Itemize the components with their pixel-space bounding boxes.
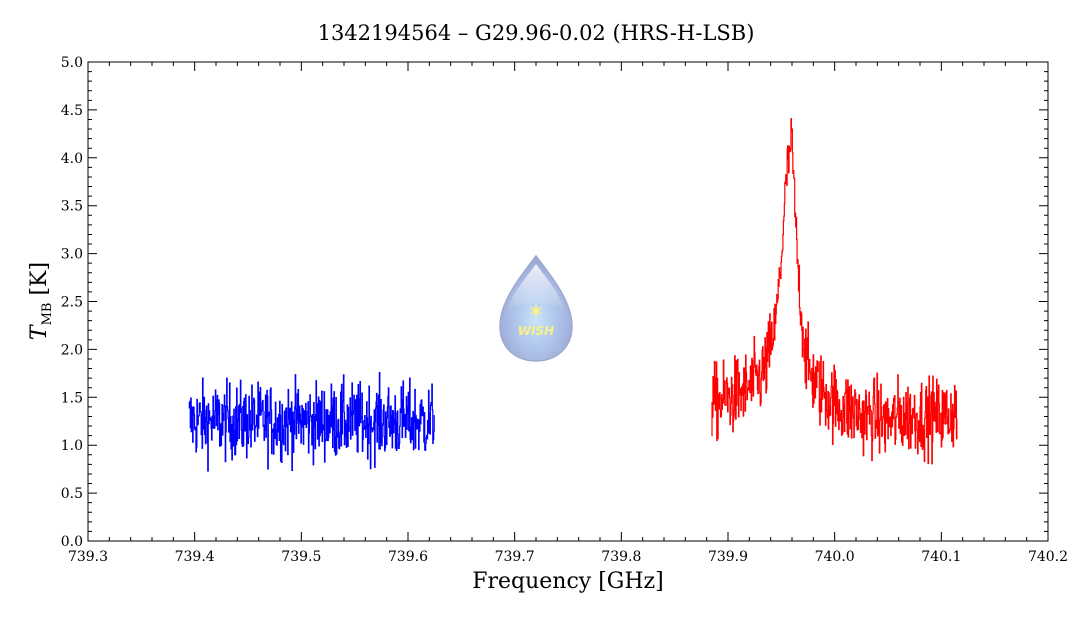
chart-title: 1342194564 – G29.96-0.02 (HRS-H-LSB) <box>318 21 755 45</box>
logo-text: WISH <box>518 324 554 338</box>
x-tick-label: 739.6 <box>388 549 428 565</box>
x-tick-label: 740.1 <box>921 549 961 565</box>
x-tick-label: 739.9 <box>708 549 748 565</box>
series-layer <box>188 118 958 472</box>
x-tick-label: 739.7 <box>495 549 535 565</box>
water-drop-icon <box>499 254 573 362</box>
y-tick-label: 3.0 <box>61 247 83 263</box>
x-tick-label: 739.3 <box>68 549 108 565</box>
y-axis-label: TMB [K] <box>27 262 55 340</box>
axis-ticks <box>87 61 1049 542</box>
y-axis-label-subscript: MB <box>40 303 55 326</box>
y-tick-label: 5.0 <box>61 55 83 71</box>
x-tick-label: 739.5 <box>281 549 321 565</box>
y-tick-label: 2.0 <box>61 342 83 358</box>
y-tick-label: 3.5 <box>61 199 83 215</box>
tick-marks <box>87 61 1049 542</box>
y-tick-label: 1.0 <box>61 438 83 454</box>
y-tick-label: 1.5 <box>61 390 83 406</box>
y-tick-label: 4.5 <box>61 103 83 119</box>
y-axis-label-symbol: T <box>27 323 52 340</box>
x-axis-label: Frequency [GHz] <box>472 569 664 594</box>
plot-frame <box>87 61 1049 542</box>
blue-sideband-line <box>188 372 435 472</box>
y-tick-label: 0.5 <box>61 486 83 502</box>
wish-logo: ✶ WISH <box>499 254 573 362</box>
x-tick-labels: 739.3 739.4 739.5 739.6 739.7 739.8 739.9 740.0… <box>68 549 1068 565</box>
x-tick-label: 740.2 <box>1028 549 1068 565</box>
y-tick-label: 0.0 <box>61 534 83 550</box>
x-tick-label: 740.0 <box>815 549 855 565</box>
y-tick-labels: 0.0 0.5 1.0 1.5 2.0 2.5 3.0 3.5 4.0 4.5 5.0 <box>61 55 83 550</box>
red-sideband-line <box>711 118 958 465</box>
y-tick-label: 2.5 <box>61 295 83 311</box>
y-axis-label-unit: [K] <box>27 262 52 303</box>
star-icon: ✶ <box>528 299 545 323</box>
x-tick-label: 739.8 <box>601 549 641 565</box>
y-tick-label: 4.0 <box>61 151 83 167</box>
drop-shine <box>507 264 565 312</box>
x-tick-label: 739.4 <box>175 549 215 565</box>
